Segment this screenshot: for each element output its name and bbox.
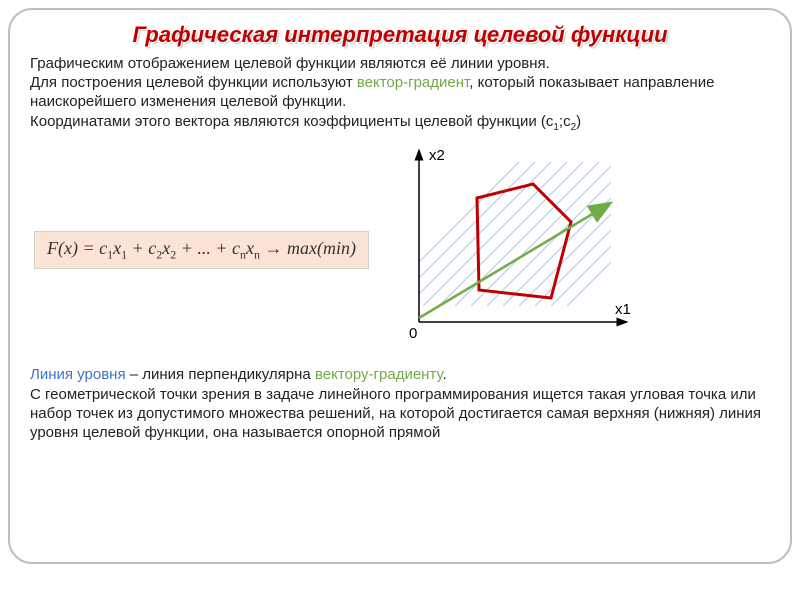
f-arrow: → max(min): [260, 238, 356, 258]
slide-title: Графическая интерпретация целевой функци…: [30, 22, 770, 48]
p1-line1: Графическим отображением целевой функции…: [30, 55, 550, 72]
p2-term: Линия уровня: [30, 366, 126, 383]
formula-box: F(x) = c1x1 + c2x2 + ... + cnxn → max(mi…: [34, 231, 369, 270]
p1-sep: ;c: [559, 113, 571, 130]
p1-line2a: Для построения целевой функции использую…: [30, 74, 357, 91]
origin-label: 0: [409, 325, 417, 342]
f-xn: x: [246, 238, 254, 258]
p2-grad: вектору-градиенту: [315, 366, 443, 383]
slide-frame: Графическая интерпретация целевой функци…: [8, 8, 792, 564]
f-lhs: F(x) = c: [47, 238, 107, 258]
paragraph-2: Линия уровня – линия перпендикулярна век…: [30, 365, 770, 442]
f-p1: + c: [127, 238, 156, 258]
p2-dot: .: [443, 366, 447, 383]
formula-chart-row: F(x) = c1x1 + c2x2 + ... + cnxn → max(mi…: [30, 142, 770, 357]
p2-mid: – линия перпендикулярна: [126, 366, 315, 383]
chart-svg: x2 x1 0: [399, 142, 649, 352]
p1-line3a: Координатами этого вектора являются коэф…: [30, 113, 553, 130]
feasible-polygon: [477, 184, 571, 298]
p3-text: С геометрической точки зрения в задаче л…: [30, 386, 761, 441]
p1-gradient-term: вектор-градиент: [357, 74, 469, 91]
chart: x2 x1 0: [399, 142, 649, 357]
f-x1: x: [113, 238, 121, 258]
f-dots: + ... + c: [176, 238, 240, 258]
axis-y-label: x2: [429, 147, 445, 164]
p1-close: ): [576, 113, 581, 130]
paragraph-1: Графическим отображением целевой функции…: [30, 54, 770, 134]
axis-x-label: x1: [615, 301, 631, 318]
